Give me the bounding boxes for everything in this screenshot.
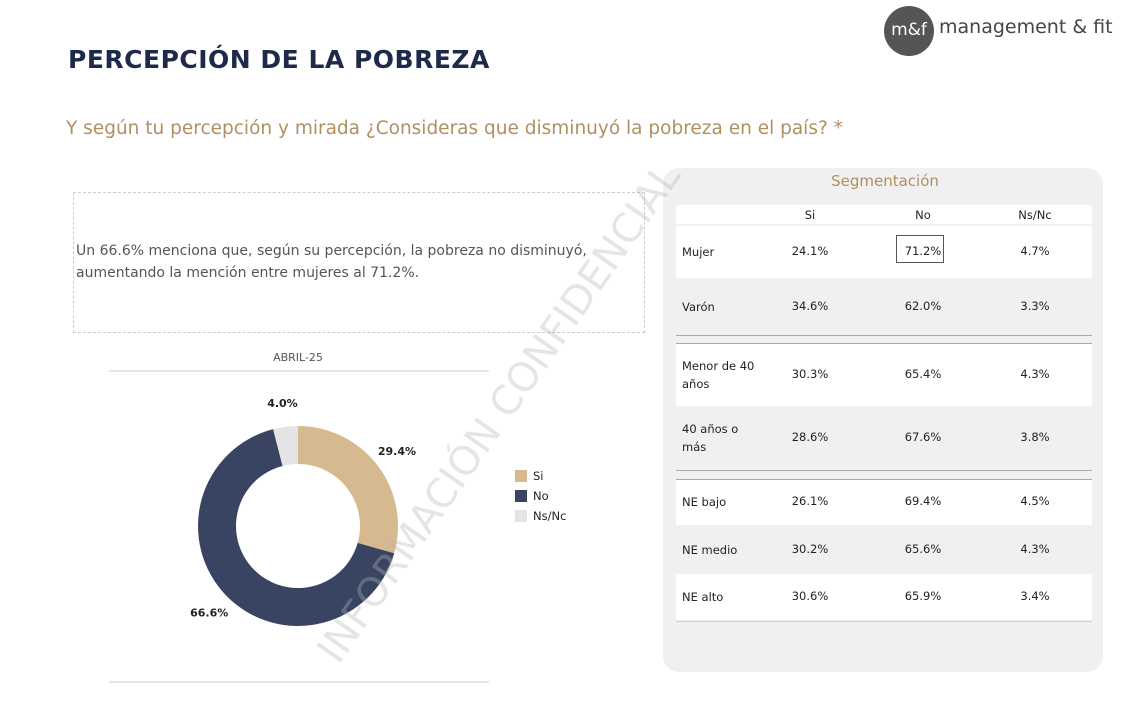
column-header: No [915,208,931,222]
table-cell: 24.1% [791,244,829,258]
row-label: Varón [682,300,715,314]
title: PERCEPCIÓN DE LA POBREZA [68,45,490,74]
table-cell: 4.5% [1020,494,1050,508]
summary-box [73,192,645,333]
group-separator [676,479,1092,480]
column-header: Si [804,208,816,222]
table-cell: 69.4% [904,494,942,508]
table-row [676,344,1092,406]
table-row [676,479,1092,525]
donut-segment [298,426,398,554]
table-cell: 67.6% [904,430,942,444]
table-cell: 30.6% [791,589,829,603]
column-header: Ns/Nc [1018,208,1052,222]
table-cell: 30.3% [791,367,829,381]
table-row [676,226,1092,278]
summary: Un 66.6% menciona que, según su percepci… [76,243,587,281]
row-label: NE medio [682,543,738,557]
group-separator [676,470,1092,471]
header-row [676,205,1092,224]
row-label: NE alto [682,590,724,604]
donut-segment [273,426,298,466]
row-label: 40 años o más [682,422,739,454]
table-cell: 71.2% [904,244,942,258]
data-label: 4.0% [267,397,298,410]
highlight-box [896,235,944,263]
table-cell: 4.3% [1020,542,1050,556]
table-cell: 65.6% [904,542,942,556]
group-separator [676,335,1092,336]
data-label: 29.4% [378,445,416,458]
row-label: Menor de 40 años [682,359,755,391]
table-cell: 4.3% [1020,367,1050,381]
table-row [676,574,1092,620]
row-label: Mujer [682,245,715,259]
data-label: 66.6% [190,607,228,620]
table-cell: 65.4% [904,367,942,381]
table-cell: 3.8% [1020,430,1050,444]
logo-mark: m&f [884,6,934,56]
table-cell: 62.0% [904,299,942,313]
question: Y según tu percepción y mirada ¿Consider… [66,118,843,139]
legend-label: Si [533,469,544,483]
table-bottom [676,621,1092,622]
table-caption: Segmentación [831,172,939,190]
legend-swatch [515,510,527,522]
table-cell: 65.9% [904,589,942,603]
legend-label: No [533,489,549,503]
table-row [676,527,1092,573]
chart-subtitle: ABRIL-25 [273,351,323,364]
donut-segment [198,429,395,626]
chart: ABRIL-25 29.4% 66.6% 4.0% Si No Ns/Nc [109,351,566,683]
group-separator [676,343,1092,344]
table-cell: 30.2% [791,542,829,556]
table-cell: 3.3% [1020,299,1050,313]
table-cell: 4.7% [1020,244,1050,258]
legend-swatch [515,470,527,482]
table-cell: 26.1% [791,494,829,508]
legend-swatch [515,490,527,502]
logo-text: management & fit [939,16,1113,38]
table-cell: 3.4% [1020,589,1050,603]
table-cell: 34.6% [791,299,829,313]
legend-label: Ns/Nc [533,509,566,523]
row-label: NE bajo [682,495,727,509]
table-cell: 28.6% [791,430,829,444]
